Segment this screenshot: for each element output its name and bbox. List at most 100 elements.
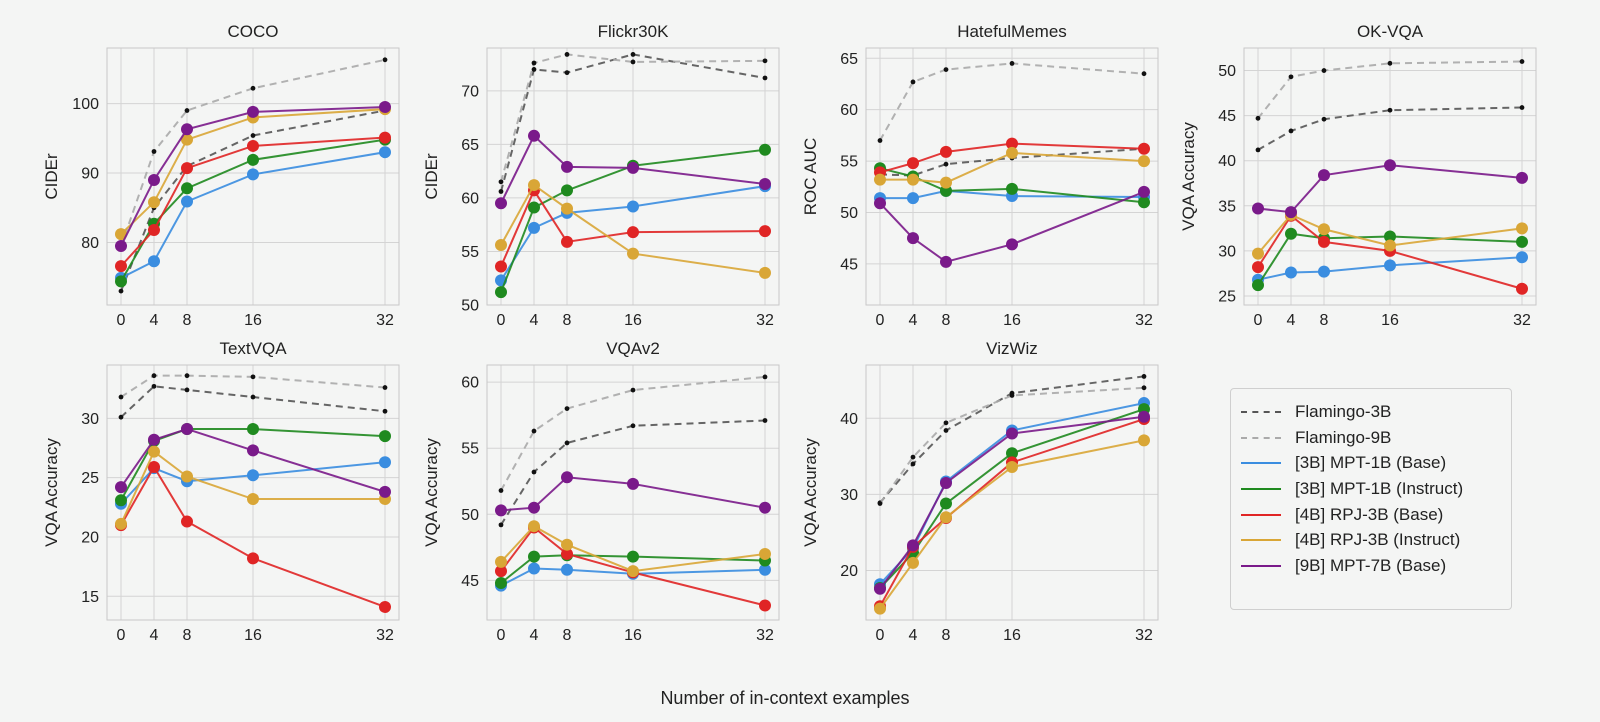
series-flamingo-9b: [498, 52, 768, 185]
y-tick-label: 90: [81, 166, 99, 183]
data-point-3b-mpt-1b-instruct: [1516, 235, 1528, 248]
series-9b-mpt-7b-base: [874, 410, 1150, 595]
data-point-9b-mpt-7b-base: [1285, 206, 1297, 219]
x-tick-label: 0: [117, 627, 126, 644]
y-tick-label: 65: [461, 137, 479, 154]
x-tick-label: 0: [876, 312, 885, 329]
data-point-9b-mpt-7b-base: [495, 504, 507, 517]
series-4b-rpj-3b-instruct: [115, 445, 391, 530]
y-axis-label: VQA Accuracy: [1179, 122, 1198, 231]
data-point-3b-mpt-1b-base: [1285, 266, 1297, 279]
data-point-9b-mpt-7b-base: [940, 255, 952, 268]
chart-title: VQAv2: [606, 339, 660, 358]
legend-item-flamingo-3b: Flamingo-3B: [1241, 399, 1501, 425]
data-point-4b-rpj-3b-instruct: [874, 173, 886, 186]
x-tick-label: 8: [942, 312, 951, 329]
data-point-4b-rpj-3b-base: [759, 599, 771, 612]
series-flamingo-9b: [498, 374, 768, 493]
chart-title: COCO: [228, 22, 279, 41]
data-point-3b-mpt-1b-base: [528, 221, 540, 234]
data-point-flamingo-3b: [151, 383, 157, 389]
data-point-3b-mpt-1b-base: [1384, 259, 1396, 272]
series-flamingo-3b: [498, 418, 768, 528]
data-point-flamingo-3b: [1519, 105, 1525, 110]
series-9b-mpt-7b-base: [874, 185, 1150, 268]
data-point-flamingo-9b: [1009, 393, 1015, 398]
data-point-4b-rpj-3b-base: [1138, 142, 1150, 155]
data-point-flamingo-9b: [531, 60, 537, 66]
y-tick-label: 55: [461, 244, 479, 261]
plot-frame: [486, 47, 780, 306]
data-point-4b-rpj-3b-base: [1006, 137, 1018, 150]
y-axis-label: CIDEr: [42, 153, 61, 200]
legend: Flamingo-3B Flamingo-9B [3B] MPT-1B (Bas…: [1230, 388, 1512, 610]
data-point-9b-mpt-7b-base: [561, 471, 573, 484]
series-9b-mpt-7b-base: [495, 129, 771, 210]
data-point-flamingo-3b: [382, 408, 388, 414]
y-tick-label: 60: [461, 190, 479, 207]
data-point-9b-mpt-7b-base: [528, 501, 540, 514]
y-tick-label: 20: [81, 529, 99, 546]
data-point-flamingo-9b: [877, 501, 883, 506]
x-tick-label: 16: [1381, 312, 1399, 329]
data-point-4b-rpj-3b-instruct: [1006, 146, 1018, 159]
y-tick-label: 50: [1218, 63, 1236, 80]
data-point-4b-rpj-3b-base: [561, 547, 573, 560]
data-point-3b-mpt-1b-instruct: [1006, 182, 1018, 195]
y-tick-label: 45: [1218, 108, 1236, 125]
data-point-flamingo-9b: [1141, 385, 1147, 391]
x-tick-label: 8: [183, 627, 192, 644]
data-point-3b-mpt-1b-base: [379, 146, 391, 159]
data-point-flamingo-3b: [1387, 107, 1393, 113]
data-point-4b-rpj-3b-instruct: [907, 556, 919, 569]
data-point-flamingo-9b: [910, 79, 916, 85]
y-axis-label: VQA Accuracy: [422, 438, 441, 547]
data-point-flamingo-3b: [1321, 116, 1327, 122]
data-point-9b-mpt-7b-base: [907, 539, 919, 552]
data-point-flamingo-9b: [498, 179, 504, 185]
x-tick-label: 4: [530, 627, 539, 644]
y-tick-label: 50: [840, 205, 858, 222]
y-tick-label: 45: [461, 573, 479, 590]
data-point-flamingo-9b: [1519, 59, 1525, 64]
data-point-flamingo-3b: [1141, 374, 1147, 379]
legend-item-flamingo-9b: Flamingo-9B: [1241, 425, 1501, 451]
data-point-4b-rpj-3b-base: [115, 260, 127, 273]
data-point-flamingo-3b: [564, 440, 570, 446]
data-point-4b-rpj-3b-instruct: [874, 602, 886, 615]
data-point-9b-mpt-7b-base: [1138, 410, 1150, 423]
data-point-4b-rpj-3b-instruct: [181, 133, 193, 146]
data-point-4b-rpj-3b-instruct: [1516, 222, 1528, 235]
x-tick-label: 8: [563, 312, 572, 329]
data-point-3b-mpt-1b-base: [528, 562, 540, 575]
data-point-3b-mpt-1b-instruct: [940, 184, 952, 197]
legend-swatch-flamingo-3b: [1241, 410, 1281, 413]
plot-frame: [1243, 47, 1537, 306]
x-tick-label: 32: [376, 312, 394, 329]
x-tick-label: 32: [756, 627, 774, 644]
data-point-9b-mpt-7b-base: [181, 123, 193, 136]
y-tick-label: 30: [840, 487, 858, 504]
data-point-3b-mpt-1b-base: [181, 195, 193, 208]
x-tick-label: 0: [117, 312, 126, 329]
data-point-4b-rpj-3b-instruct: [907, 173, 919, 186]
data-point-flamingo-9b: [1009, 61, 1015, 66]
data-point-9b-mpt-7b-base: [148, 173, 160, 186]
data-point-4b-rpj-3b-base: [181, 515, 193, 528]
x-tick-label: 32: [1135, 627, 1153, 644]
series-flamingo-3b: [1255, 105, 1525, 153]
data-point-4b-rpj-3b-instruct: [940, 176, 952, 189]
y-tick-label: 25: [81, 470, 99, 487]
data-point-flamingo-9b: [943, 67, 949, 72]
data-point-flamingo-9b: [382, 57, 388, 63]
data-point-3b-mpt-1b-base: [247, 469, 259, 482]
data-point-flamingo-9b: [184, 373, 190, 379]
data-point-9b-mpt-7b-base: [1006, 427, 1018, 440]
series-9b-mpt-7b-base: [1252, 159, 1528, 219]
legend-swatch-flamingo-9b: [1241, 436, 1281, 439]
data-point-flamingo-9b: [184, 108, 190, 113]
data-point-4b-rpj-3b-instruct: [1252, 247, 1264, 260]
series-4b-rpj-3b-base: [115, 131, 391, 273]
y-axis-label: ROC AUC: [801, 138, 820, 215]
x-tick-label: 16: [244, 312, 262, 329]
